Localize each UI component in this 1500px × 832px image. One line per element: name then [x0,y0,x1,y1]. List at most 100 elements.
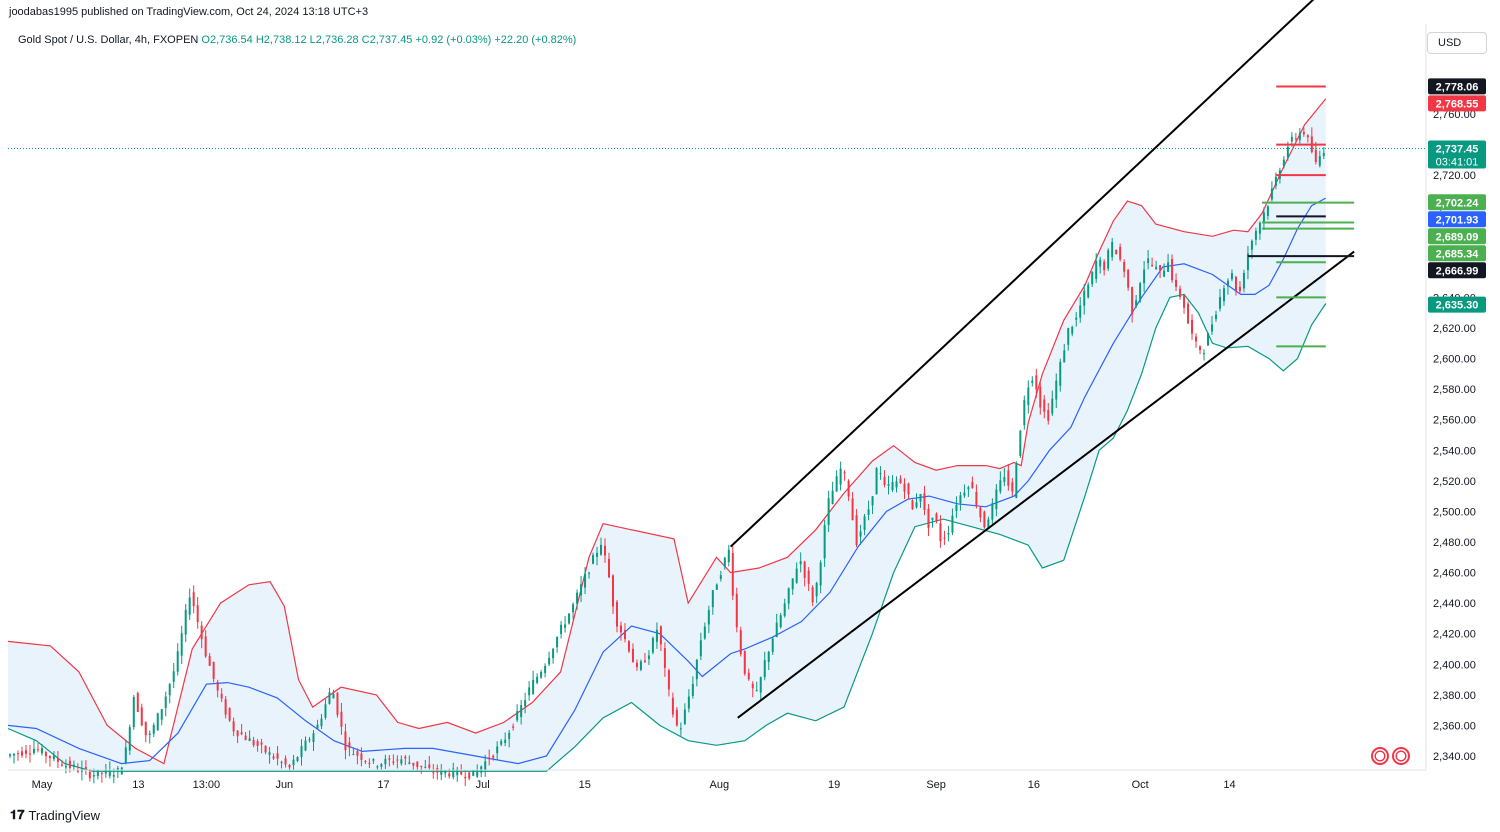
candle-body [464,776,467,779]
price-label-box [1428,296,1486,313]
candle-body [919,493,922,502]
price-label-text: 2,778.06 [1436,81,1479,93]
price-label-text: 2,689.09 [1436,231,1479,243]
candle-body [987,519,990,529]
candle-body [232,721,235,732]
price-tick-label: 2,340.00 [1433,751,1476,763]
candle-body [1111,241,1114,258]
candle-body [703,626,706,639]
candle-body [64,765,67,768]
candle-body [1039,386,1042,408]
candle-body [935,513,938,522]
candle-body [420,765,423,767]
candle-body [683,709,686,724]
candle-body [1083,290,1086,306]
candle-body [943,537,946,539]
candle-body [40,748,43,754]
ohlc-values: O2,736.54 H2,738.12 L2,736.28 C2,737.45 … [201,34,577,46]
economic-event-icon[interactable] [1371,747,1389,765]
us-flag-icon[interactable] [1392,747,1410,765]
candle-body [300,746,303,758]
price-tick-label: 2,500.00 [1433,506,1476,518]
candle-body [767,651,770,663]
price-label-text: 2,685.34 [1436,248,1480,260]
candle-body [1191,319,1194,334]
price-tick-label: 2,720.00 [1433,170,1476,182]
candle-body [292,759,295,766]
candle-body [975,492,978,506]
candle-body [288,765,291,768]
candle-body [611,575,614,607]
candle-body [260,742,263,745]
publisher-line: joodabas1995 published on TradingView.co… [9,6,369,18]
bb-basis-line [7,197,1327,765]
candle-body [276,753,279,759]
candle-body [164,696,167,708]
candle-body [1063,350,1066,363]
price-tick-label: 2,360.00 [1433,720,1476,732]
time-tick-label: 13 [132,779,144,791]
currency-button[interactable]: USD [1427,32,1487,54]
candle-body [867,509,870,515]
candle-body [364,761,367,763]
candle-body [112,775,115,777]
candle-body [1250,240,1253,250]
candle-body [240,732,243,735]
candle-body [711,590,714,608]
symbol-name[interactable]: Gold Spot / U.S. Dollar, 4h, FXOPEN [18,34,199,46]
candle-body [228,708,231,721]
candle-body [584,573,587,588]
candle-body [116,768,119,771]
candle-body [971,481,974,489]
candle-body [951,515,954,533]
candle-body [504,739,507,744]
candle-body [907,483,910,495]
candle-body [372,759,375,761]
candle-body [1127,269,1130,288]
candle-body [1095,261,1098,280]
price-tick-label: 2,520.00 [1433,476,1476,488]
drawings[interactable] [8,0,1425,719]
candle-body [895,481,898,488]
candle-body [1187,303,1190,324]
candle-body [92,775,95,777]
candle-body [1175,279,1178,287]
candle-body [84,766,87,770]
candle-body [675,709,678,726]
time-tick-label: 17 [377,779,389,791]
candle-body [360,753,363,760]
bollinger-bands [7,98,1327,772]
candle-body [955,504,958,511]
price-label-box [1428,78,1486,95]
candle-body [316,724,319,729]
candle-body [48,755,51,759]
price-label-text: 2,666.99 [1436,265,1479,277]
candle-body [743,650,746,674]
candle-body [1099,259,1102,267]
price-label-box [1428,194,1486,211]
candle-body [631,648,634,663]
candle-body [687,696,690,709]
candle-body [344,731,347,751]
candle-body [468,772,471,779]
price-tick-label: 2,560.00 [1433,415,1476,427]
price-label-text: 2,737.45 [1436,143,1479,155]
price-label-box [1428,245,1486,262]
candle-body [879,473,882,475]
candle-body [1003,477,1006,482]
price-label-text: 2,768.55 [1436,98,1479,110]
candle-body [592,555,595,564]
candle-body [635,662,638,668]
candle-body [336,692,339,715]
candle-body [96,769,99,777]
candle-body [1258,222,1261,234]
candle-body [160,709,163,720]
candle-body [627,641,630,652]
candle-body [1123,262,1126,272]
candle-body [400,759,403,764]
candle-body [388,758,391,760]
candle-body [580,584,583,596]
indicator-icons[interactable] [1371,747,1410,765]
candle-body [168,684,171,696]
